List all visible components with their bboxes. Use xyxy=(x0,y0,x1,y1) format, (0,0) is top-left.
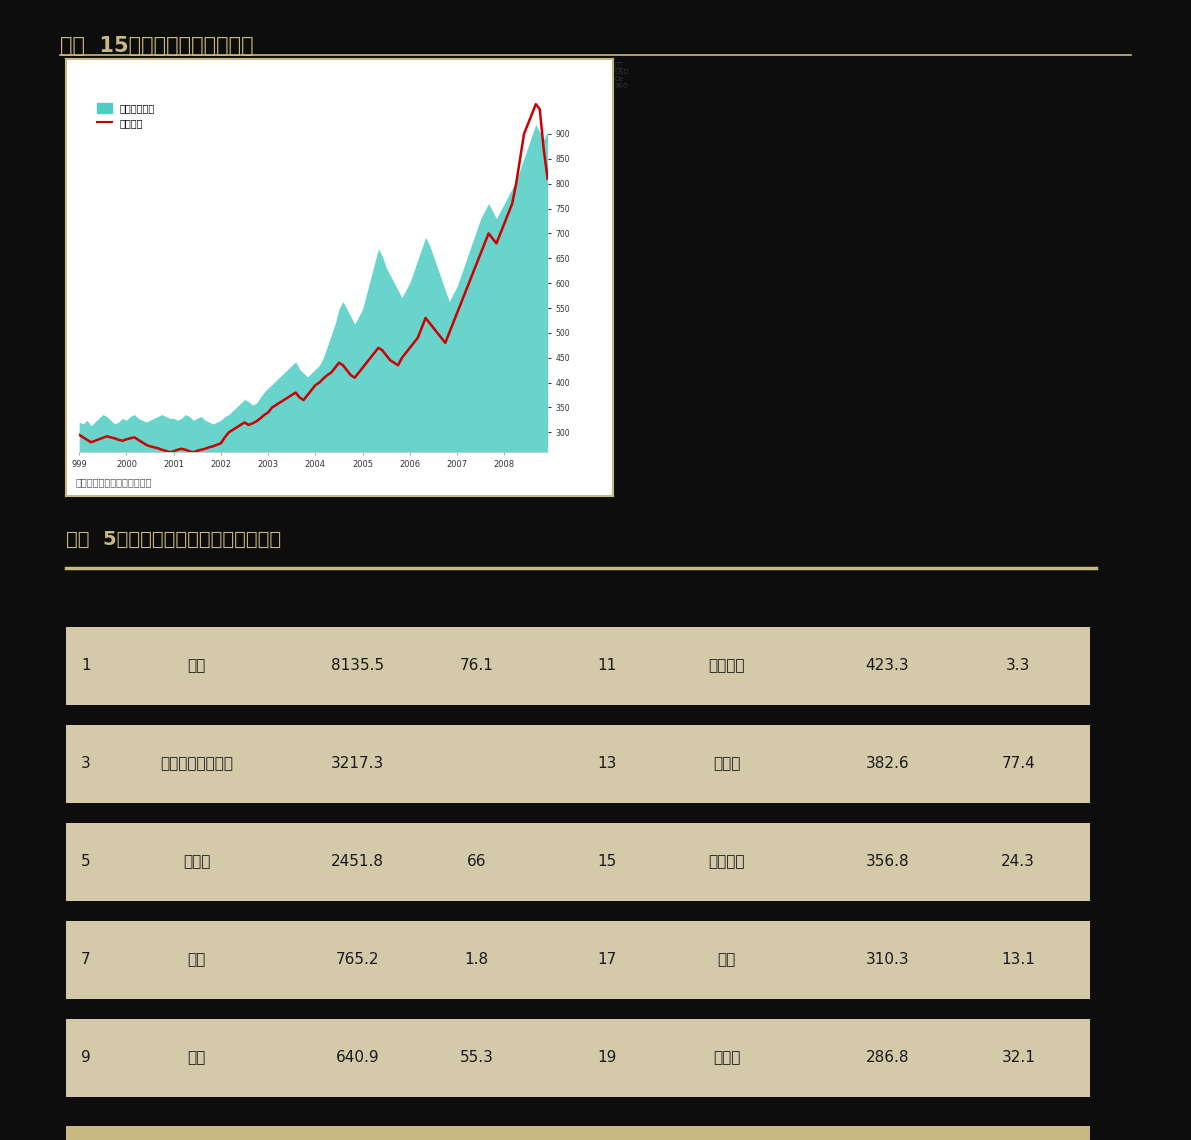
Text: 日本: 日本 xyxy=(187,952,206,968)
Text: 423.3: 423.3 xyxy=(866,658,909,674)
Text: 17: 17 xyxy=(598,952,617,968)
Text: 11: 11 xyxy=(598,658,617,674)
Text: 美国: 美国 xyxy=(187,658,206,674)
Text: 77.4: 77.4 xyxy=(1002,756,1035,772)
Text: 5: 5 xyxy=(81,854,91,870)
Text: 英国: 英国 xyxy=(717,952,736,968)
Text: 国际货币基金组织: 国际货币基金组织 xyxy=(160,756,233,772)
Text: 310.3: 310.3 xyxy=(866,952,909,968)
Text: 19: 19 xyxy=(598,1050,617,1066)
Text: 图表  15：基金多头持仓与金价: 图表 15：基金多头持仓与金价 xyxy=(60,36,254,57)
Text: 委内瑞拉: 委内瑞拉 xyxy=(709,854,744,870)
Bar xyxy=(66,725,1090,803)
Text: 24.3: 24.3 xyxy=(1002,854,1035,870)
Text: 3.3: 3.3 xyxy=(1006,658,1030,674)
Text: 1: 1 xyxy=(81,658,91,674)
Bar xyxy=(66,1019,1090,1097)
Text: 数据来源：路透社，中证期货: 数据来源：路透社，中证期货 xyxy=(75,477,151,487)
Text: 8135.5: 8135.5 xyxy=(331,658,384,674)
Text: 15: 15 xyxy=(598,854,617,870)
Bar xyxy=(66,921,1090,999)
Text: 356.8: 356.8 xyxy=(866,854,909,870)
Text: 765.2: 765.2 xyxy=(336,952,379,968)
Text: 640.9: 640.9 xyxy=(336,1050,379,1066)
Text: 黎巴嫩: 黎巴嫩 xyxy=(713,1050,740,1066)
Bar xyxy=(66,627,1090,705)
Text: 表格  5：世界主要经济体央行黄金储备: 表格 5：世界主要经济体央行黄金储备 xyxy=(66,530,281,549)
Text: 55.3: 55.3 xyxy=(460,1050,493,1066)
Text: 荷兰: 荷兰 xyxy=(187,1050,206,1066)
Text: 66: 66 xyxy=(467,854,486,870)
Text: 13.1: 13.1 xyxy=(1002,952,1035,968)
Text: 价格
USD
Oz
900: 价格 USD Oz 900 xyxy=(615,62,629,89)
Text: 32.1: 32.1 xyxy=(1002,1050,1035,1066)
Text: 382.6: 382.6 xyxy=(866,756,909,772)
Legend: 基金多头持仓, 黄金价格: 基金多头持仓, 黄金价格 xyxy=(93,99,158,132)
Text: 7: 7 xyxy=(81,952,91,968)
Text: 13: 13 xyxy=(598,756,617,772)
Bar xyxy=(66,1126,1090,1140)
Text: 2451.8: 2451.8 xyxy=(331,854,384,870)
Text: 葡萄牙: 葡萄牙 xyxy=(713,756,740,772)
Text: 意大利: 意大利 xyxy=(183,854,210,870)
Text: 286.8: 286.8 xyxy=(866,1050,909,1066)
Text: 中国台湾: 中国台湾 xyxy=(709,658,744,674)
Bar xyxy=(66,823,1090,901)
Text: 76.1: 76.1 xyxy=(460,658,493,674)
Text: 3217.3: 3217.3 xyxy=(331,756,384,772)
Text: 3: 3 xyxy=(81,756,91,772)
Text: 9: 9 xyxy=(81,1050,91,1066)
Text: 1.8: 1.8 xyxy=(464,952,488,968)
